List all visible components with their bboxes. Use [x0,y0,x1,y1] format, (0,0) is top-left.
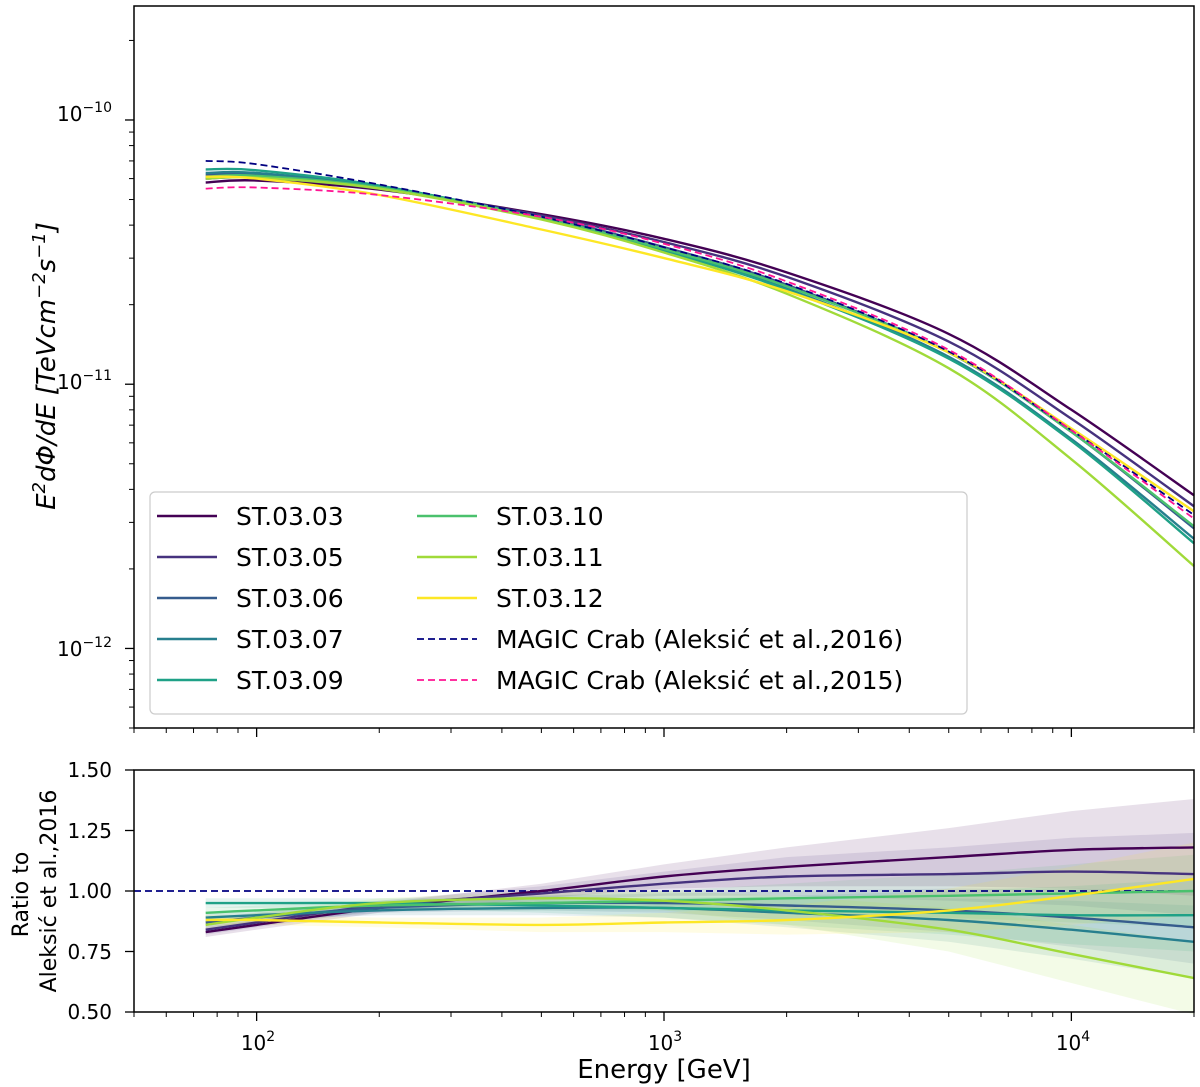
bottom-axes-frame [133,769,1195,1013]
bottom-y-tick-label: 0.50 [67,1000,112,1024]
bottom-y-axis-label: Ratio to Aleksić et al.,2016 [9,790,62,993]
top-y-tick-label: 10−12 [57,635,112,661]
series-line-st-03-05 [205,175,1195,508]
legend-label: ST.03.03 [236,502,344,531]
series-line-st-03-11 [205,175,1195,568]
ratio-line-st-03-09 [205,901,1195,917]
series-line-st-03-06 [205,172,1195,530]
top-panel: 10−10 10−11 10−12 E2dΦ/dE [TeVcm−2s−1] S… [29,5,1195,737]
x-tick-label: 102 [241,1029,275,1055]
ratio-band-st-03-06 [205,888,1194,964]
legend-box [149,491,968,715]
legend-label: ST.03.11 [496,543,604,572]
series-line-st-03-09 [205,167,1195,545]
ratio-band-st-03-09 [205,878,1194,952]
legend-label: ST.03.06 [236,584,344,613]
bottom-y-tick-label: 0.75 [67,940,112,964]
top-axes-frame [133,5,1195,729]
x-tick-label: 103 [648,1029,682,1055]
top-axis-ticks [125,39,1195,737]
ratio-line-st-03-11 [205,897,1195,980]
svg-text:10−12: 10−12 [57,635,112,661]
series-line-st-03-03 [205,179,1195,497]
bottom-y-tick-label: 1.50 [67,758,112,782]
x-tick-label: 104 [1056,1029,1090,1055]
ratio-line-st-03-03 [205,846,1195,934]
svg-text:10−10: 10−10 [57,100,112,126]
top-y-axis-label: E2dΦ/dE [TeVcm−2s−1] [29,222,62,510]
x-axis-label: Energy [GeV] [577,1055,751,1085]
top-y-tick-label: 10−11 [57,368,112,394]
legend-label: ST.03.10 [496,502,604,531]
series-line-magic-crab-aleksi-et-al-2016- [205,160,1195,516]
top-plot-lines [205,160,1195,568]
series-line-st-03-10 [205,173,1195,528]
series-line-st-03-07 [205,170,1195,540]
legend-label: ST.03.05 [236,543,344,572]
legend-label: MAGIC Crab (Aleksić et al.,2016) [496,625,903,654]
bottom-axis-ticks [125,769,1195,1021]
bottom-plot-lines [134,846,1195,980]
legend: ST.03.03 ST.03.05 ST.03.06 ST.03.07 ST.03.09… [149,491,968,715]
bottom-y-tick-label: 1.25 [67,819,112,843]
legend-label: MAGIC Crab (Aleksić et al.,2015) [496,666,903,695]
svg-text:10−11: 10−11 [57,368,112,394]
series-line-st-03-12 [205,175,1195,513]
ratio-band-st-03-03 [205,799,1194,937]
series-line-magic-crab-aleksi-et-al-2015- [205,186,1195,520]
ratio-band-st-03-07 [205,898,1194,979]
legend-label: ST.03.09 [236,666,344,695]
legend-label: ST.03.07 [236,625,344,654]
bottom-panel: 0.50 0.75 1.00 1.25 1.50 102 103 104 Ene… [9,758,1195,1085]
top-y-tick-label: 10−10 [57,100,112,126]
ratio-line-st-03-12 [205,877,1195,927]
legend-label: ST.03.12 [496,584,604,613]
ratio-band-st-03-11 [205,891,1194,1015]
bottom-y-tick-label: 1.00 [67,879,112,903]
